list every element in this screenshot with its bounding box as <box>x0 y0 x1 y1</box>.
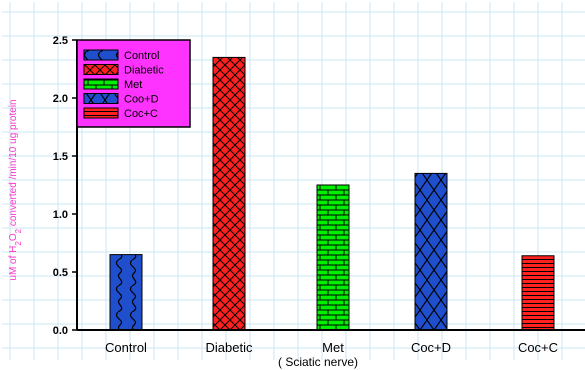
y-tick-label: 1.0 <box>53 209 68 221</box>
legend-label: Met <box>124 79 142 91</box>
bars <box>109 56 555 331</box>
legend-swatch <box>83 107 119 119</box>
x-category-label: Met <box>322 340 344 355</box>
x-category-label: Coc+C <box>518 340 558 355</box>
x-category-label: Control <box>105 340 147 355</box>
legend-swatch <box>83 78 119 90</box>
y-tick-label: 2.0 <box>53 93 68 105</box>
legend-swatch <box>83 49 119 61</box>
legend-label: Coc+C <box>124 108 158 120</box>
x-category-label: Diabetic <box>206 340 253 355</box>
bar-diabetic <box>212 56 246 331</box>
x-axis-title: ( Sciatic nerve) <box>278 355 358 369</box>
y-tick-label: 2.5 <box>53 35 68 47</box>
y-tick-label: 0.0 <box>53 325 68 337</box>
y-tick-label: 1.5 <box>53 151 68 163</box>
y-tick-label: 0.5 <box>53 267 68 279</box>
y-tick-labels: 0.0 0.5 1.0 1.5 2.0 2.5 <box>53 35 77 337</box>
legend-label: Coo+D <box>124 94 159 106</box>
legend: Control Diabetic Met Coo+D Coc+C <box>76 39 191 128</box>
legend-swatch <box>83 93 119 104</box>
bar-control <box>109 254 143 331</box>
y-axis-title: uM of H2O2 converted /min/10 ug protein <box>8 99 23 280</box>
legend-label: Diabetic <box>124 65 164 77</box>
legend-swatch <box>83 64 119 75</box>
bar-coc-c <box>521 255 555 331</box>
x-category-label: Coc+D <box>411 340 451 355</box>
bar-coc-d <box>414 172 448 331</box>
legend-label: Control <box>124 50 159 62</box>
x-category-labels: Control Diabetic Met Coc+D Coc+C <box>105 340 558 355</box>
bar-met <box>316 184 350 331</box>
